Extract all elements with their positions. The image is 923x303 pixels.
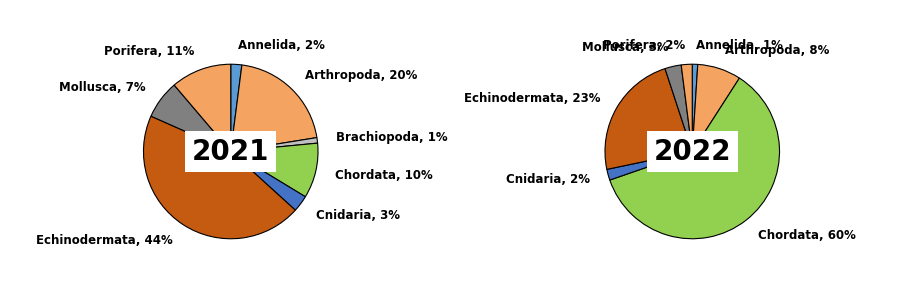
Text: Mollusca, 3%: Mollusca, 3% (582, 41, 669, 54)
Text: Brachiopoda, 1%: Brachiopoda, 1% (336, 132, 448, 145)
Wedge shape (692, 64, 698, 152)
Wedge shape (606, 152, 692, 180)
Wedge shape (231, 64, 242, 152)
Text: 2021: 2021 (192, 138, 270, 165)
Wedge shape (151, 85, 231, 152)
Text: Arthropoda, 20%: Arthropoda, 20% (305, 68, 417, 82)
Text: Echinodermata, 23%: Echinodermata, 23% (463, 92, 600, 105)
Wedge shape (143, 116, 295, 239)
Wedge shape (231, 152, 306, 210)
Wedge shape (681, 64, 692, 152)
Wedge shape (610, 78, 780, 239)
Text: Echinodermata, 44%: Echinodermata, 44% (36, 234, 173, 247)
Text: Arthropoda, 8%: Arthropoda, 8% (725, 44, 830, 57)
Wedge shape (231, 65, 317, 152)
Text: Cnidaria, 3%: Cnidaria, 3% (316, 209, 400, 222)
Wedge shape (231, 143, 318, 197)
Text: Cnidaria, 2%: Cnidaria, 2% (506, 173, 590, 186)
Text: Porifera, 11%: Porifera, 11% (103, 45, 194, 58)
Text: Porifera, 2%: Porifera, 2% (604, 39, 686, 52)
Wedge shape (174, 64, 231, 152)
Text: Mollusca, 7%: Mollusca, 7% (59, 81, 146, 94)
Wedge shape (231, 138, 318, 152)
Text: 2022: 2022 (653, 138, 731, 165)
Text: Annelida, 2%: Annelida, 2% (237, 39, 325, 52)
Text: Annelida, 1%: Annelida, 1% (696, 38, 783, 52)
Text: Chordata, 60%: Chordata, 60% (758, 229, 856, 242)
Wedge shape (665, 65, 692, 152)
Wedge shape (605, 68, 692, 169)
Wedge shape (692, 65, 739, 152)
Text: Chordata, 10%: Chordata, 10% (334, 169, 432, 182)
